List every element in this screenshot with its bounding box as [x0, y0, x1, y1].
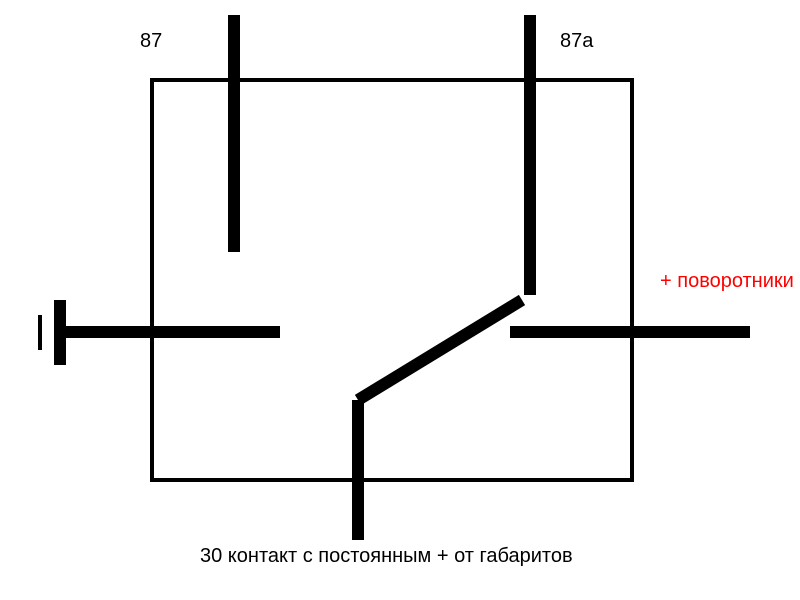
label-pin87-text: 87 — [140, 30, 162, 52]
label-turn: + поворотники — [660, 270, 794, 293]
label-pin87a: 87a — [560, 30, 593, 53]
label-pin30-text: 30 контакт с постоянным + от габаритов — [200, 545, 573, 567]
label-turn-text: + поворотники — [660, 270, 794, 292]
label-pin87: 87 — [140, 30, 162, 53]
label-pin30: 30 контакт с постоянным + от габаритов — [200, 545, 573, 568]
relay-diagram — [0, 0, 800, 600]
label-pin87a-text: 87a — [560, 30, 593, 52]
